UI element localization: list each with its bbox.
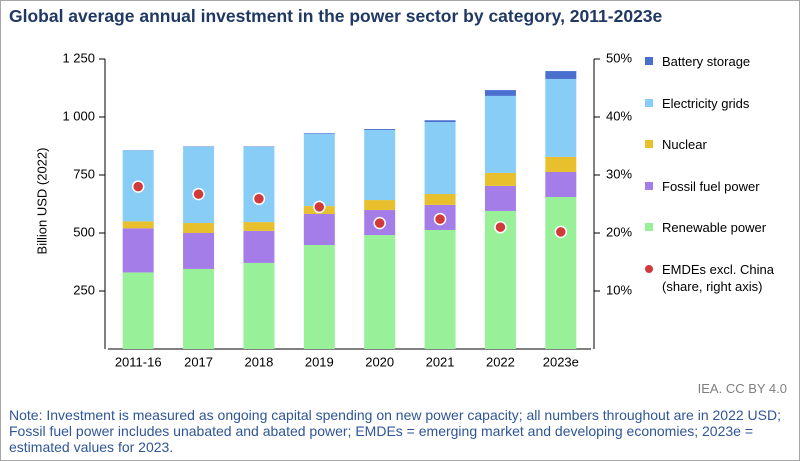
bar-segment [243, 222, 275, 231]
bar-segment [303, 133, 335, 207]
bar-segment [303, 213, 335, 246]
bar-segment [545, 171, 577, 198]
bar-segment [545, 197, 577, 349]
bar-segment [364, 235, 396, 349]
bar-segment [243, 230, 275, 263]
bar-segment [484, 172, 516, 186]
bar-segment [424, 122, 456, 195]
legend-swatch [645, 98, 653, 107]
legend-swatch [645, 140, 653, 148]
y-tick-label: 250 [73, 282, 95, 297]
x-tick-label: 2011-16 [115, 354, 162, 369]
share-dot [313, 200, 326, 214]
share-dot [433, 212, 447, 226]
bar-segment [122, 272, 154, 349]
share-dot [554, 225, 568, 239]
y2-tick-label: 50% [606, 50, 632, 65]
legend-item: Renewable power [641, 219, 790, 236]
y2-tick-label: 30% [606, 166, 632, 181]
bar-segment [243, 262, 275, 349]
bar-segment [424, 120, 456, 123]
y-axis-label: Billion USD (2022) [34, 148, 49, 255]
legend-swatch [645, 181, 653, 190]
bar-segment [484, 210, 516, 349]
x-tick-label: 2020 [365, 354, 394, 369]
legend-item: Nuclear [641, 136, 790, 153]
source: IEA. CC BY 4.0 [697, 381, 787, 396]
bar-segment [484, 95, 516, 173]
legend-label: Battery storage [662, 54, 751, 69]
legend-item: Electricity grids [641, 95, 790, 112]
note: Note: Investment is measured as ongoing … [9, 407, 782, 455]
x-tick-label: 2021 [426, 354, 455, 369]
share-dot [373, 216, 386, 230]
bar-segment [303, 133, 335, 134]
bar-segment [183, 233, 215, 269]
share-dot [494, 220, 507, 234]
x-tick-label: 2018 [244, 354, 273, 369]
bar-segment [364, 200, 396, 211]
y-tick-label: 1 250 [62, 50, 95, 65]
bar-segment [545, 156, 577, 172]
bar-segment [424, 229, 456, 349]
legend-swatch [645, 223, 653, 231]
y-tick-label: 500 [73, 224, 95, 239]
bar-segment [122, 228, 154, 273]
y-tick-label: 750 [73, 166, 95, 181]
share-dot [252, 192, 266, 206]
bar-segment [545, 78, 577, 157]
legend-item: Fossil fuel power [641, 178, 790, 195]
share-dot [131, 180, 145, 193]
bar-segment [364, 129, 396, 201]
bar-segment [364, 129, 396, 130]
legend-swatch [645, 264, 653, 273]
bar-segment [183, 223, 215, 233]
bar-segment [243, 146, 275, 223]
legend-label: Fossil fuel power [662, 178, 760, 194]
x-tick-label: 2017 [184, 354, 213, 369]
bar-segment [183, 146, 215, 224]
legend-label: Nuclear [662, 137, 707, 152]
bar-segment [303, 245, 335, 349]
share-dot [192, 187, 205, 201]
bar-segment [545, 71, 577, 79]
y2-tick-label: 10% [606, 282, 632, 297]
y2-tick-label: 40% [606, 108, 632, 123]
x-tick-label: 2019 [305, 354, 334, 369]
bar-segment [183, 268, 215, 349]
legend-label: EMDEs excl. China (share, right axis) [662, 261, 774, 294]
chart: Billion USD (2022) 250 500 750 1 000 1 250 10… [34, 50, 632, 369]
bar-segment [424, 194, 456, 205]
bar-segment [484, 90, 516, 96]
legend-item: EMDEs excl. China (share, right axis) [641, 261, 790, 295]
legend-label: Electricity grids [662, 95, 750, 111]
y-tick-label: 1 000 [62, 108, 95, 123]
y2-tick-label: 20% [606, 224, 632, 239]
x-tick-label: 2023e [543, 354, 579, 369]
bar-segment [122, 221, 154, 229]
legend-item: Battery storage [641, 53, 790, 70]
legend-label: Renewable power [662, 220, 767, 235]
chart-title: Global average annual investment in the … [9, 6, 663, 26]
legend-swatch [645, 57, 653, 65]
bar-segment [484, 185, 516, 211]
x-tick-label: 2022 [486, 354, 515, 369]
